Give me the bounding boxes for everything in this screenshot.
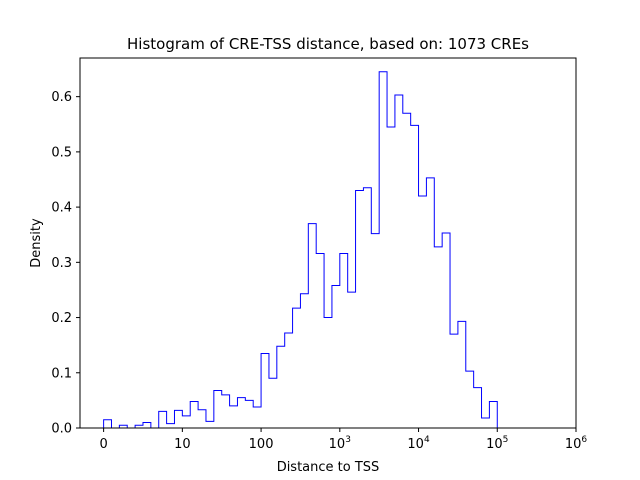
histogram-bar xyxy=(348,292,356,428)
y-tick-label: 0.2 xyxy=(51,311,72,326)
histogram-bar xyxy=(237,398,245,428)
x-axis: 0 10 100 103 104 105 106 xyxy=(99,428,587,452)
histogram-bar xyxy=(214,390,222,428)
x-tick-label: 0 xyxy=(99,437,107,452)
histogram-bar xyxy=(356,191,364,428)
histogram-bar xyxy=(293,308,301,428)
histogram-bar xyxy=(300,294,308,428)
histogram-step-line xyxy=(103,71,521,429)
x-axis-label: Distance to TSS xyxy=(277,460,380,475)
plot-area xyxy=(103,71,521,429)
histogram-bar xyxy=(167,424,175,428)
histogram-bar xyxy=(324,318,332,428)
histogram-bar xyxy=(371,234,379,428)
histogram-bar xyxy=(182,416,190,428)
histogram-bar xyxy=(419,196,427,428)
histogram-bar xyxy=(403,113,411,428)
histogram-bar xyxy=(363,188,371,428)
histogram-bar xyxy=(340,253,348,428)
histogram-bar xyxy=(379,72,387,428)
x-tick-label: 104 xyxy=(407,435,430,452)
histogram-bar xyxy=(332,286,340,428)
histogram-bar xyxy=(474,388,482,428)
histogram-bar xyxy=(482,418,490,428)
histogram-bar xyxy=(442,233,450,428)
histogram-bar xyxy=(387,127,395,428)
histogram-bar xyxy=(466,371,474,428)
y-tick-label: 0.5 xyxy=(51,145,72,160)
histogram-bar xyxy=(230,406,238,428)
histogram-bar xyxy=(308,224,316,428)
histogram-bar xyxy=(316,253,324,428)
y-tick-label: 0.1 xyxy=(51,366,72,381)
histogram-bar xyxy=(395,95,403,428)
histogram-bar xyxy=(269,378,277,428)
histogram-bar xyxy=(159,411,167,428)
chart-title: Histogram of CRE-TSS distance, based on:… xyxy=(127,35,529,53)
y-tick-label: 0.4 xyxy=(51,201,72,216)
x-tick-label: 106 xyxy=(565,435,588,452)
histogram-bar xyxy=(458,321,466,428)
y-axis-label: Density xyxy=(29,218,44,268)
x-tick-label: 100 xyxy=(249,437,274,452)
x-tick-label: 103 xyxy=(329,435,351,452)
y-tick-label: 0.3 xyxy=(51,256,72,271)
histogram-bar xyxy=(277,346,285,428)
histogram-bar xyxy=(450,334,458,428)
histogram-bar xyxy=(434,247,442,428)
axes-frame xyxy=(79,57,577,429)
histogram-bar xyxy=(285,333,293,428)
histogram-bar xyxy=(489,401,497,428)
histogram-bar xyxy=(174,410,182,428)
histogram-bar xyxy=(222,395,230,428)
x-tick-label: 105 xyxy=(486,435,508,452)
histogram-bar xyxy=(411,125,419,428)
histogram-bar xyxy=(261,353,269,428)
histogram-bar xyxy=(104,420,112,428)
histogram-bar xyxy=(245,400,253,428)
histogram-bar xyxy=(426,178,434,428)
y-axis: 0.0 0.1 0.2 0.3 0.4 0.5 0.6 xyxy=(51,90,80,437)
histogram-bar xyxy=(206,421,214,428)
histogram-bar xyxy=(253,407,261,428)
histogram-bar xyxy=(198,410,206,428)
y-tick-label: 0.0 xyxy=(51,422,72,437)
y-tick-label: 0.6 xyxy=(51,90,72,105)
histogram-bar xyxy=(143,422,151,428)
histogram-bar xyxy=(190,401,198,428)
x-tick-label: 10 xyxy=(174,437,191,452)
